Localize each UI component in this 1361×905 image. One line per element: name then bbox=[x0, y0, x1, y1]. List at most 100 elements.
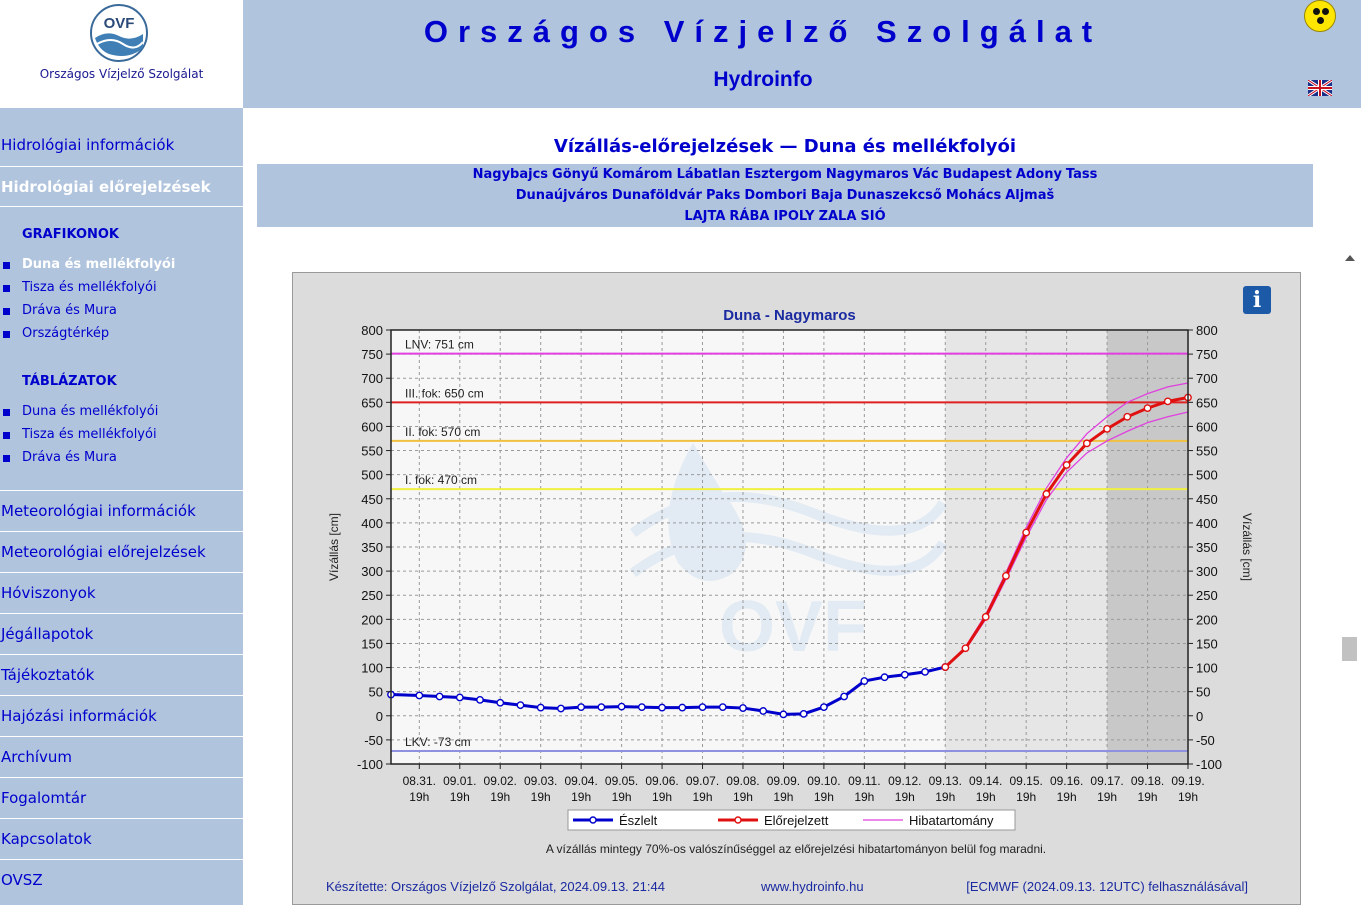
series-line-observed bbox=[390, 665, 946, 716]
nav-meteorologiai-informaciok[interactable]: Meteorológiai információk bbox=[0, 490, 243, 530]
station-link[interactable]: RÁBA bbox=[729, 209, 770, 224]
station-link[interactable]: ZALA bbox=[818, 209, 857, 224]
nav-meteorologiai-elorejelzesek[interactable]: Meteorológiai előrejelzések bbox=[0, 531, 243, 571]
station-row-3: LAJTA RÁBA IPOLY ZALA SIÓ bbox=[257, 209, 1313, 224]
data-point bbox=[819, 703, 828, 711]
uk-flag-icon[interactable] bbox=[1308, 80, 1332, 96]
nav-fogalomtar[interactable]: Fogalomtár bbox=[0, 777, 243, 817]
station-link[interactable]: Dunaújváros bbox=[515, 188, 608, 203]
y-tick-label: 450 bbox=[361, 492, 383, 507]
x-tick-date: 09.11. bbox=[848, 774, 880, 788]
graph-item-orszagterkep[interactable]: Országtérkép bbox=[0, 326, 243, 341]
watermark-text: OVF bbox=[719, 587, 867, 667]
x-tick-hour: 19h bbox=[1016, 790, 1036, 804]
station-link[interactable]: Gönyű bbox=[552, 167, 599, 182]
table-item-tisza[interactable]: Tisza és mellékfolyói bbox=[0, 427, 243, 442]
station-link[interactable]: Dunaszekcső bbox=[846, 188, 942, 203]
data-point bbox=[1123, 412, 1132, 421]
data-point bbox=[779, 710, 788, 719]
y-tick-label-right: 150 bbox=[1196, 636, 1218, 651]
station-link[interactable]: Budapest bbox=[942, 167, 1012, 182]
station-link[interactable]: IPOLY bbox=[773, 209, 815, 224]
nav-tajekoztatok[interactable]: Tájékoztatók bbox=[0, 654, 243, 694]
data-point bbox=[455, 693, 464, 702]
x-tick-hour: 19h bbox=[935, 790, 955, 804]
x-tick-date: 09.07. bbox=[686, 774, 719, 788]
y-tick-label-right: 500 bbox=[1196, 468, 1218, 483]
x-tick-hour: 19h bbox=[693, 790, 713, 804]
station-link[interactable]: Lábatlan bbox=[676, 167, 741, 182]
y-tick-label-right: 50 bbox=[1196, 685, 1210, 700]
station-link[interactable]: LAJTA bbox=[684, 209, 726, 224]
y-tick-label: 500 bbox=[361, 468, 383, 483]
y-tick-label: 350 bbox=[361, 540, 383, 555]
data-point bbox=[1143, 404, 1152, 413]
y-tick-label: 600 bbox=[361, 419, 383, 434]
nav-hoviszonyok[interactable]: Hóviszonyok bbox=[0, 572, 243, 612]
page-heading: Vízállás-előrejelzések — Duna és mellékf… bbox=[553, 136, 1017, 157]
scroll-thumb[interactable] bbox=[1342, 637, 1357, 661]
y-tick-label: 700 bbox=[361, 371, 383, 386]
station-link[interactable]: Dombori bbox=[744, 188, 807, 203]
nav-ovsz[interactable]: OVSZ bbox=[0, 859, 243, 899]
station-link[interactable]: Baja bbox=[810, 188, 843, 203]
ovf-logo-icon[interactable]: OVF bbox=[89, 4, 149, 62]
graph-item-duna[interactable]: Duna és mellékfolyói bbox=[0, 257, 243, 272]
scrollbar[interactable] bbox=[1341, 250, 1359, 905]
station-link[interactable]: Komárom bbox=[602, 167, 673, 182]
legend-marker bbox=[734, 816, 742, 824]
data-point bbox=[921, 667, 929, 676]
x-tick-hour: 19h bbox=[571, 790, 591, 804]
x-tick-date: 09.10. bbox=[807, 774, 840, 788]
station-link[interactable]: Tass bbox=[1065, 167, 1098, 182]
station-link[interactable]: Esztergom bbox=[744, 167, 822, 182]
nav-hajozasi-informaciok[interactable]: Hajózási információk bbox=[0, 695, 243, 735]
x-tick-date: 09.06. bbox=[645, 774, 678, 788]
station-link[interactable]: SIÓ bbox=[860, 209, 886, 224]
info-icon[interactable]: i bbox=[1243, 286, 1271, 314]
y-tick-label: -50 bbox=[364, 733, 383, 748]
x-tick-hour: 19h bbox=[895, 790, 915, 804]
graph-item-tisza[interactable]: Tisza és mellékfolyói bbox=[0, 280, 243, 295]
y-tick-label-right: 0 bbox=[1196, 709, 1203, 724]
y-axis-label: Vízállás [cm] bbox=[327, 513, 341, 581]
station-link[interactable]: Adony bbox=[1015, 167, 1062, 182]
data-point bbox=[557, 704, 565, 713]
table-item-drava[interactable]: Dráva és Mura bbox=[0, 450, 243, 465]
station-link[interactable]: Nagymaros bbox=[825, 167, 909, 182]
station-link[interactable]: Mohács bbox=[945, 188, 1002, 203]
data-point bbox=[1062, 461, 1071, 469]
station-link[interactable]: Paks bbox=[705, 188, 741, 203]
station-link[interactable]: Nagybajcs bbox=[472, 167, 549, 182]
nav-archivum[interactable]: Archívum bbox=[0, 736, 243, 776]
table-item-duna[interactable]: Duna és mellékfolyói bbox=[0, 404, 243, 419]
divider bbox=[0, 206, 243, 207]
sidebar: Hidrológiai információk Hidrológiai előr… bbox=[0, 108, 243, 905]
x-tick-date: 09.05. bbox=[605, 774, 638, 788]
data-point bbox=[759, 707, 768, 715]
y-tick-label: 300 bbox=[361, 564, 383, 579]
accessibility-icon[interactable] bbox=[1304, 0, 1336, 32]
y-tick-label: 0 bbox=[376, 709, 383, 724]
x-tick-date: 09.03. bbox=[524, 774, 557, 788]
station-link[interactable]: Vác bbox=[912, 167, 939, 182]
station-link[interactable]: Dunaföldvár bbox=[611, 188, 702, 203]
scroll-up-arrow-icon[interactable] bbox=[1345, 255, 1355, 261]
data-point bbox=[941, 663, 950, 671]
nav-kapcsolatok[interactable]: Kapcsolatok bbox=[0, 818, 243, 858]
x-tick-date: 09.16. bbox=[1050, 774, 1083, 788]
site-subtitle: Hydroinfo bbox=[713, 68, 813, 91]
y-tick-label-right: 250 bbox=[1196, 588, 1218, 603]
data-point bbox=[840, 692, 849, 701]
data-point bbox=[435, 692, 444, 701]
logo-area[interactable]: OVF Országos Vízjelző Szolgálat bbox=[0, 0, 243, 108]
legend-box bbox=[567, 809, 1016, 831]
graph-item-drava[interactable]: Dráva és Mura bbox=[0, 303, 243, 318]
legend-label: Hibatartomány bbox=[909, 813, 994, 828]
nav-hidrologiai-elorejelzesek[interactable]: Hidrológiai előrejelzések bbox=[0, 166, 243, 206]
nav-hidrologiai-informaciok[interactable]: Hidrológiai információk bbox=[1, 136, 175, 154]
station-link[interactable]: Aljmaš bbox=[1005, 188, 1055, 203]
x-tick-date: 09.04. bbox=[564, 774, 597, 788]
nav-jegallapotok[interactable]: Jégállapotok bbox=[0, 613, 243, 653]
data-point bbox=[961, 644, 970, 653]
